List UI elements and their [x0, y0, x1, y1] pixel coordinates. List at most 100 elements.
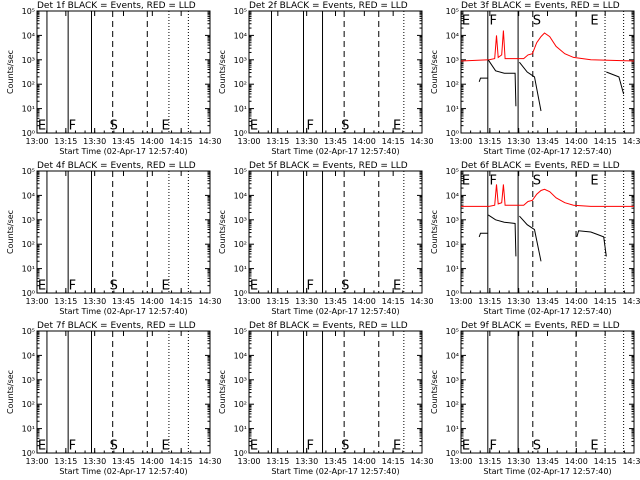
y-axis-label: Counts/sec [6, 50, 15, 94]
detector-plot-5: Det 5f BLACK = Events, RED = LLD 13:00 13:… [218, 161, 434, 316]
y-tick-label: 10³ [234, 56, 247, 65]
phase-label: S [533, 438, 541, 453]
y-tick-label: 10⁵ [22, 7, 35, 16]
plot-title: Det 5f BLACK = Events, RED = LLD [249, 161, 408, 171]
y-tick-label: 10⁰ [446, 129, 459, 138]
x-tick-label: 14:30 [198, 457, 221, 466]
plot-title: Det 2f BLACK = Events, RED = LLD [249, 1, 408, 11]
x-tick-label: 13:00 [237, 297, 260, 306]
x-tick-label: 14:30 [622, 137, 640, 146]
y-tick-label: 10¹ [446, 425, 459, 434]
y-tick-label: 10⁴ [22, 31, 35, 40]
y-tick-label: 10⁴ [22, 191, 35, 200]
phase-label: E [250, 438, 258, 453]
y-tick-label: 10¹ [22, 425, 35, 434]
y-tick-label: 10² [22, 240, 35, 249]
x-tick-label: 13:00 [25, 137, 48, 146]
y-tick-label: 10⁰ [446, 289, 459, 298]
phase-label: E [38, 278, 46, 293]
y-tick-label: 10³ [446, 376, 459, 385]
x-tick-label: 13:00 [449, 137, 472, 146]
plot-title: Det 7f BLACK = Events, RED = LLD [37, 321, 196, 331]
phase-label: S [110, 278, 118, 293]
y-tick-label: 10⁰ [22, 129, 35, 138]
phase-label: F [307, 278, 314, 293]
x-tick-label: 14:15 [170, 457, 193, 466]
x-tick-label: 14:30 [410, 457, 433, 466]
x-tick-label: 13:15 [54, 137, 77, 146]
y-axis-label: Counts/sec [218, 370, 227, 414]
x-tick-label: 13:30 [507, 137, 530, 146]
x-tick-label: 14:15 [594, 137, 617, 146]
x-tick-label: 14:30 [198, 297, 221, 306]
detector-plot-6: Det 6f BLACK = Events, RED = LLD 13:00 13:… [430, 161, 640, 316]
phase-label: F [69, 118, 76, 133]
phase-label: F [69, 438, 76, 453]
plot-title: Det 9f BLACK = Events, RED = LLD [461, 321, 620, 331]
y-tick-label: 10⁴ [22, 351, 35, 360]
x-tick-label: 13:30 [295, 457, 318, 466]
y-tick-label: 10⁰ [446, 449, 459, 458]
x-tick-label: 14:30 [622, 457, 640, 466]
x-tick-label: 13:45 [324, 297, 347, 306]
detector-plot-2: Det 2f BLACK = Events, RED = LLD 13:00 13:… [218, 1, 434, 156]
x-tick-label: 14:00 [353, 297, 376, 306]
y-tick-label: 10⁵ [446, 7, 459, 16]
plot-frame [460, 170, 635, 294]
y-tick-label: 10² [446, 400, 459, 409]
y-tick-label: 10⁰ [234, 129, 247, 138]
y-tick-label: 10⁴ [446, 351, 459, 360]
x-tick-label: 13:30 [507, 297, 530, 306]
phase-label: E [462, 14, 470, 29]
phase-label: E [162, 278, 170, 293]
y-tick-label: 10⁰ [22, 289, 35, 298]
x-axis-label: Start Time (02-Apr-17 12:57:40) [271, 147, 399, 156]
y-tick-label: 10⁴ [234, 31, 247, 40]
phase-label: S [533, 174, 541, 189]
y-tick-label: 10⁵ [446, 167, 459, 176]
detector-plot-9: Det 9f BLACK = Events, RED = LLD 13:00 13:… [430, 321, 640, 476]
y-tick-label: 10⁵ [234, 7, 247, 16]
phase-label: E [393, 438, 401, 453]
x-tick-label: 14:30 [622, 297, 640, 306]
phase-label: F [490, 14, 497, 29]
plot-title: Det 8f BLACK = Events, RED = LLD [249, 321, 408, 331]
y-tick-label: 10² [234, 240, 247, 249]
series-line-events [487, 214, 517, 257]
phase-label: E [590, 438, 598, 453]
y-axis-label: Counts/sec [430, 50, 439, 94]
y-tick-label: 10³ [22, 56, 35, 65]
y-tick-label: 10² [446, 240, 459, 249]
x-tick-label: 13:15 [266, 137, 289, 146]
x-tick-label: 13:30 [295, 137, 318, 146]
plot-frame [460, 10, 635, 134]
y-tick-label: 10⁰ [234, 449, 247, 458]
y-tick-label: 10⁴ [234, 191, 247, 200]
y-tick-label: 10⁰ [234, 289, 247, 298]
plot-frame [36, 10, 211, 134]
x-tick-label: 14:15 [382, 137, 405, 146]
phase-label: F [490, 438, 497, 453]
detector-plot-8: Det 8f BLACK = Events, RED = LLD 13:00 13:… [218, 321, 434, 476]
y-tick-label: 10² [22, 400, 35, 409]
plot-title: Det 6f BLACK = Events, RED = LLD [461, 161, 620, 171]
phase-label: E [590, 14, 598, 29]
series-line-events [519, 61, 542, 112]
plot-frame [248, 170, 423, 294]
x-tick-label: 14:00 [565, 457, 588, 466]
x-tick-label: 13:15 [478, 137, 501, 146]
phase-label: E [393, 118, 401, 133]
x-tick-label: 13:15 [54, 297, 77, 306]
x-tick-label: 14:00 [141, 297, 164, 306]
y-tick-label: 10³ [22, 376, 35, 385]
series-line-events [576, 230, 607, 257]
series-line-events [478, 77, 488, 82]
x-tick-label: 14:15 [382, 297, 405, 306]
plot-title: Det 3f BLACK = Events, RED = LLD [461, 1, 620, 11]
phase-label: E [462, 174, 470, 189]
x-axis-label: Start Time (02-Apr-17 12:57:40) [59, 467, 187, 476]
series-line-lld [461, 184, 634, 207]
x-tick-label: 13:45 [324, 137, 347, 146]
y-tick-label: 10⁵ [234, 327, 247, 336]
y-tick-label: 10¹ [446, 105, 459, 114]
